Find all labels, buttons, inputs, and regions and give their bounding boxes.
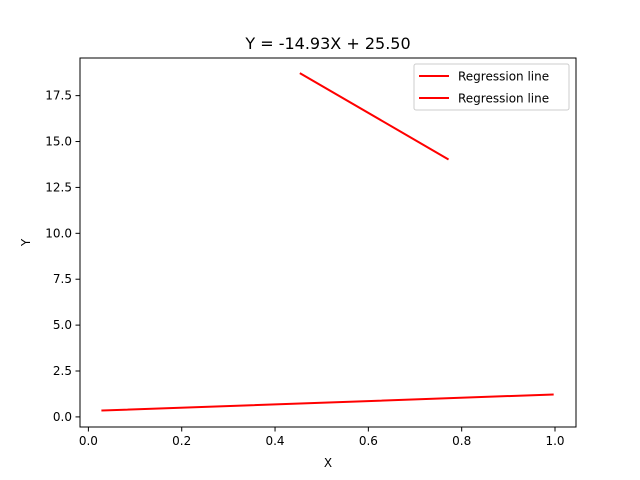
legend-label-2: Regression line [458, 92, 549, 106]
chart-title: Y = -14.93X + 25.50 [244, 34, 410, 53]
plot-background [80, 58, 576, 427]
plot-frame [79, 57, 577, 428]
series-layer [101, 72, 554, 412]
x-tick-label: 0.4 [265, 434, 284, 448]
legend-frame [413, 63, 570, 111]
y-axis-label: Y [19, 238, 33, 247]
y-tick-label: 0.0 [53, 410, 72, 424]
x-tick-label: 1.0 [545, 434, 564, 448]
y-tick-label: 15.0 [45, 135, 72, 149]
y-axis: 0.0 2.5 5.0 7.5 10.0 12.5 15.0 17.5 [45, 89, 80, 424]
legend-label-1: Regression line [458, 70, 549, 84]
x-axis: 0.0 0.2 0.4 0.6 0.8 1.0 [79, 427, 565, 448]
y-tick-label: 5.0 [53, 318, 72, 332]
x-tick-label: 0.8 [452, 434, 471, 448]
series-line-2 [101, 393, 554, 412]
y-tick-label: 10.0 [45, 226, 72, 240]
y-tick-label: 2.5 [53, 364, 72, 378]
y-tick-label: 7.5 [53, 272, 72, 286]
x-axis-label: X [324, 456, 332, 470]
y-tick-label: 17.5 [45, 89, 72, 103]
legend: Regression line Regression line [413, 63, 570, 111]
y-tick-label: 12.5 [45, 180, 72, 194]
plot-area [80, 58, 576, 427]
x-tick-label: 0.2 [172, 434, 191, 448]
x-tick-label: 0.6 [359, 434, 378, 448]
x-tick-label: 0.0 [79, 434, 98, 448]
series-line-1 [299, 72, 450, 161]
